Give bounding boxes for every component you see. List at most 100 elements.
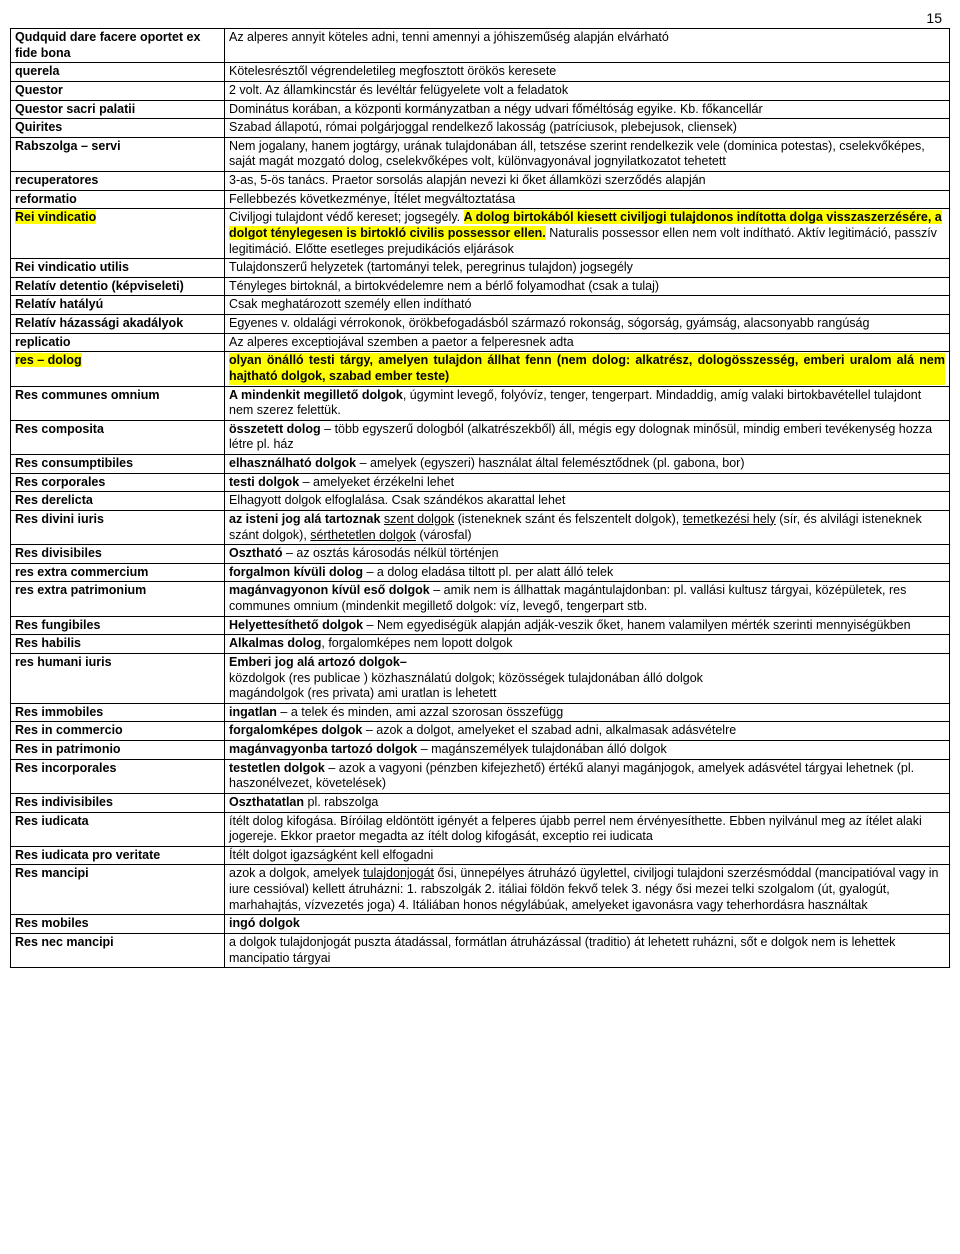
term-cell: Res derelicta xyxy=(11,492,225,511)
term-cell: res extra patrimonium xyxy=(11,582,225,616)
term-cell: res – dolog xyxy=(11,352,225,386)
table-row: QuiritesSzabad állapotú, római polgárjog… xyxy=(11,119,950,138)
table-row: Relatív detentio (képviseleti)Tényleges … xyxy=(11,277,950,296)
definition-cell: összetett dolog – több egyszerű dologból… xyxy=(225,420,950,454)
table-row: Res divini iurisaz isteni jog alá tartoz… xyxy=(11,510,950,544)
table-row: res – dologolyan önálló testi tárgy, ame… xyxy=(11,352,950,386)
term-cell: Res mancipi xyxy=(11,865,225,915)
term-cell: Res iudicata pro veritate xyxy=(11,846,225,865)
definition-cell: Helyettesíthető dolgok – Nem egyediségük… xyxy=(225,616,950,635)
definition-cell: forgalomképes dolgok – azok a dolgot, am… xyxy=(225,722,950,741)
table-row: Res corporalestesti dolgok – amelyeket é… xyxy=(11,473,950,492)
table-row: Res nec mancipia dolgok tulajdonjogát pu… xyxy=(11,933,950,967)
definition-cell: Dominátus korában, a központi kormányzat… xyxy=(225,100,950,119)
term-cell: Res composita xyxy=(11,420,225,454)
term-cell: recuperatores xyxy=(11,172,225,191)
definition-cell: Az alperes annyit köteles adni, tenni am… xyxy=(225,29,950,63)
table-row: res extra patrimoniummagánvagyonon kívül… xyxy=(11,582,950,616)
definition-cell: olyan önálló testi tárgy, amelyen tulajd… xyxy=(225,352,950,386)
definition-cell: Tulajdonszerű helyzetek (tartományi tele… xyxy=(225,259,950,278)
definition-cell: Kötelesrésztől végrendeletileg megfoszto… xyxy=(225,63,950,82)
term-cell: querela xyxy=(11,63,225,82)
table-row: Qudquid dare facere oportet ex fide bona… xyxy=(11,29,950,63)
table-row: Res iudicata pro veritateÍtélt dolgot ig… xyxy=(11,846,950,865)
table-row: Rabszolga – serviNem jogalany, hanem jog… xyxy=(11,137,950,171)
table-row: reformatioFellebbezés következménye, Íté… xyxy=(11,190,950,209)
term-cell: Res mobiles xyxy=(11,915,225,934)
table-row: Res compositaösszetett dolog – több egys… xyxy=(11,420,950,454)
definition-cell: Egyenes v. oldalági vérrokonok, örökbefo… xyxy=(225,315,950,334)
term-cell: Res corporales xyxy=(11,473,225,492)
term-cell: Questor xyxy=(11,81,225,100)
table-row: Relatív házassági akadályokEgyenes v. ol… xyxy=(11,315,950,334)
definition-cell: a dolgok tulajdonjogát puszta átadással,… xyxy=(225,933,950,967)
definition-cell: Nem jogalany, hanem jogtárgy, urának tul… xyxy=(225,137,950,171)
definition-cell: ingatlan – a telek és minden, ami azzal … xyxy=(225,703,950,722)
table-row: Res habilisAlkalmas dolog, forgalomképes… xyxy=(11,635,950,654)
definition-cell: ítélt dolog kifogása. Bíróilag eldöntött… xyxy=(225,812,950,846)
term-cell: Res incorporales xyxy=(11,759,225,793)
definition-cell: Csak meghatározott személy ellen indítha… xyxy=(225,296,950,315)
table-row: Res derelictaElhagyott dolgok elfoglalás… xyxy=(11,492,950,511)
term-cell: Relatív detentio (képviseleti) xyxy=(11,277,225,296)
term-cell: res humani iuris xyxy=(11,653,225,703)
term-cell: Qudquid dare facere oportet ex fide bona xyxy=(11,29,225,63)
table-row: Res indivisibilesOszthatatlan pl. rabszo… xyxy=(11,793,950,812)
table-row: replicatioAz alperes exceptiojával szemb… xyxy=(11,333,950,352)
term-cell: Res in patrimonio xyxy=(11,741,225,760)
table-row: Res in commercioforgalomképes dolgok – a… xyxy=(11,722,950,741)
definition-cell: Az alperes exceptiojával szemben a paeto… xyxy=(225,333,950,352)
table-row: Res divisibilesOsztható – az osztás káro… xyxy=(11,545,950,564)
term-cell: replicatio xyxy=(11,333,225,352)
term-cell: Res fungibiles xyxy=(11,616,225,635)
definition-cell: forgalmon kívüli dolog – a dolog eladása… xyxy=(225,563,950,582)
definition-cell: Elhagyott dolgok elfoglalása. Csak szánd… xyxy=(225,492,950,511)
table-row: Res mobilesingó dolgok xyxy=(11,915,950,934)
definition-cell: Ítélt dolgot igazságként kell elfogadni xyxy=(225,846,950,865)
table-row: Res iudicataítélt dolog kifogása. Bíróil… xyxy=(11,812,950,846)
term-cell: Res iudicata xyxy=(11,812,225,846)
term-cell: Res immobiles xyxy=(11,703,225,722)
table-row: Questor sacri palatiiDominátus korában, … xyxy=(11,100,950,119)
table-row: recuperatores3-as, 5-ös tanács. Praetor … xyxy=(11,172,950,191)
table-row: Res fungibilesHelyettesíthető dolgok – N… xyxy=(11,616,950,635)
definition-cell: magánvagyonba tartozó dolgok – magánszem… xyxy=(225,741,950,760)
term-cell: Quirites xyxy=(11,119,225,138)
table-row: Questor2 volt. Az államkincstár és levél… xyxy=(11,81,950,100)
definition-cell: testi dolgok – amelyeket érzékelni lehet xyxy=(225,473,950,492)
table-row: Rei vindicatio utilisTulajdonszerű helyz… xyxy=(11,259,950,278)
term-cell: Rabszolga – servi xyxy=(11,137,225,171)
table-row: Res immobilesingatlan – a telek és minde… xyxy=(11,703,950,722)
definition-cell: A mindenkit megillető dolgok, úgymint le… xyxy=(225,386,950,420)
term-cell: Res divini iuris xyxy=(11,510,225,544)
glossary-table: Qudquid dare facere oportet ex fide bona… xyxy=(10,28,950,968)
table-row: Res incorporalestestetlen dolgok – azok … xyxy=(11,759,950,793)
term-cell: Res indivisibiles xyxy=(11,793,225,812)
term-cell: Res nec mancipi xyxy=(11,933,225,967)
table-row: Res mancipiazok a dolgok, amelyek tulajd… xyxy=(11,865,950,915)
term-cell: Res consumptibiles xyxy=(11,455,225,474)
definition-cell: az isteni jog alá tartoznak szent dolgok… xyxy=(225,510,950,544)
definition-cell: azok a dolgok, amelyek tulajdonjogát ősi… xyxy=(225,865,950,915)
definition-cell: ingó dolgok xyxy=(225,915,950,934)
term-cell: res extra commercium xyxy=(11,563,225,582)
table-row: Res in patrimoniomagánvagyonba tartozó d… xyxy=(11,741,950,760)
term-cell: Res communes omnium xyxy=(11,386,225,420)
table-row: Res communes omniumA mindenkit megillető… xyxy=(11,386,950,420)
table-row: Res consumptibileselhasználható dolgok –… xyxy=(11,455,950,474)
definition-cell: Fellebbezés következménye, Ítélet megvál… xyxy=(225,190,950,209)
term-cell: Res divisibiles xyxy=(11,545,225,564)
term-cell: Relatív házassági akadályok xyxy=(11,315,225,334)
table-row: res humani iurisEmberi jog alá artozó do… xyxy=(11,653,950,703)
term-cell: Relatív hatályú xyxy=(11,296,225,315)
table-row: querelaKötelesrésztől végrendeletileg me… xyxy=(11,63,950,82)
page-number: 15 xyxy=(10,10,950,26)
definition-cell: elhasználható dolgok – amelyek (egyszeri… xyxy=(225,455,950,474)
definition-cell: magánvagyonon kívül eső dolgok – amik ne… xyxy=(225,582,950,616)
definition-cell: 3-as, 5-ös tanács. Praetor sorsolás alap… xyxy=(225,172,950,191)
term-cell: Rei vindicatio xyxy=(11,209,225,259)
definition-cell: testetlen dolgok – azok a vagyoni (pénzb… xyxy=(225,759,950,793)
definition-cell: Oszthatatlan pl. rabszolga xyxy=(225,793,950,812)
definition-cell: Civiljogi tulajdont védő kereset; jogseg… xyxy=(225,209,950,259)
definition-cell: Tényleges birtoknál, a birtokvédelemre n… xyxy=(225,277,950,296)
